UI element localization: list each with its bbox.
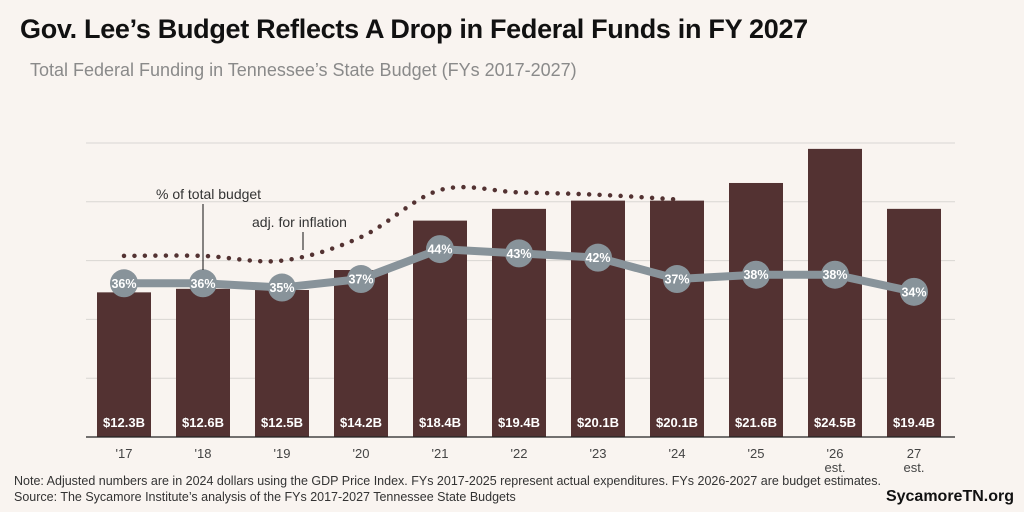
bar-value-label: $18.4B [419,415,461,430]
percent-point [900,277,928,306]
bar [650,200,704,437]
bar [97,292,151,437]
x-tick-label: '19 [274,446,291,461]
x-tick-label: '23 [590,446,607,461]
percent-label: 34% [901,285,926,299]
x-tick-label: '21 [432,446,449,461]
x-tick-label: '18 [195,446,212,461]
chart-title: Gov. Lee’s Budget Reflects A Drop in Fed… [20,14,808,44]
bar-value-label: $19.4B [893,415,935,430]
x-tick-label: '26 [827,446,844,461]
bar [334,270,388,437]
bar-value-label: $20.1B [656,415,698,430]
percent-point [821,260,849,289]
chart-subtitle: Total Federal Funding in Tennessee’s Sta… [30,60,577,80]
x-tick-label: '25 [748,446,765,461]
bar-value-label: $19.4B [498,415,540,430]
note-text: Note: Adjusted numbers are in 2024 dolla… [14,474,881,488]
percent-point [505,239,533,268]
percent-label: 36% [190,277,215,291]
bar-value-label: $14.2B [340,415,382,430]
x-tick-label: est. [904,460,925,475]
percent-point [110,269,138,298]
source-text: Source: The Sycamore Institute’s analysi… [14,490,516,504]
bar-value-label: $24.5B [814,415,856,430]
percent-point [268,273,296,302]
percent-point [347,265,375,294]
percent-label: 38% [822,268,847,282]
bar-value-label: $20.1B [577,415,619,430]
percent-point [189,269,217,298]
bar [176,288,230,437]
percent-point [663,265,691,294]
percent-point [584,243,612,272]
percent-label: 43% [506,247,531,261]
bar-value-label: $12.5B [261,415,303,430]
percent-point [426,235,454,264]
x-tick-label: '20 [353,446,370,461]
x-tick-label: '22 [511,446,528,461]
x-tick-label: '17 [116,446,133,461]
bar [255,290,309,437]
bar-value-label: $12.6B [182,415,224,430]
percent-label: 42% [585,251,610,265]
bar [808,148,862,437]
percent-label: 37% [348,273,373,287]
x-tick-label: 27 [907,446,921,461]
percent-label: 36% [111,277,136,291]
x-tick-label: '24 [669,446,686,461]
percent-point [742,260,770,289]
bar [571,200,625,437]
percent-label: 37% [664,273,689,287]
bar-value-label: $21.6B [735,415,777,430]
annotation-percent-of-budget: % of total budget [156,186,261,202]
bar [729,182,783,437]
bar [887,208,941,437]
x-tick-label: est. [825,460,846,475]
percent-label: 38% [743,268,768,282]
annotation-inflation: adj. for inflation [252,214,347,230]
chart-notes: Note: Adjusted numbers are in 2024 dolla… [14,473,881,505]
percent-label: 44% [427,243,452,257]
percent-label: 35% [269,281,294,295]
brand-link[interactable]: SycamoreTN.org [885,488,1014,505]
bar-value-label: $12.3B [103,415,145,430]
